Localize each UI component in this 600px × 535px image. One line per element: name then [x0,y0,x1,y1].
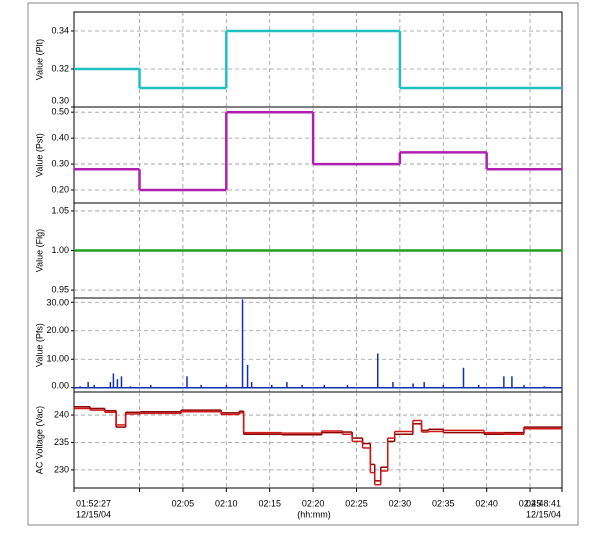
y-tick-label: 0.32 [51,63,69,73]
y-axis-label: Value (Flg) [34,229,44,272]
y-axis-label: Value (Plt) [34,39,44,80]
y-tick-label: 0.30 [51,158,69,168]
x-tick-label: 02:20 [302,498,325,508]
date-label: 12/15/04 [76,509,111,519]
date-label: 12/15/04 [526,509,561,519]
y-tick-label: 0.20 [51,184,69,194]
x-tick-label: 02:35 [432,498,455,508]
x-tick-label: 02:30 [389,498,412,508]
y-axis-label: AC Voltage (Vac) [34,406,44,474]
y-tick-label: 1.00 [51,245,69,255]
x-limit-label: 02:48:41 [526,498,561,508]
x-tick-label: 02:05 [172,498,195,508]
y-tick-label: 0.00 [51,380,69,390]
x-tick-label: 02:10 [215,498,238,508]
x-tick-label: 02:40 [475,498,498,508]
x-limit-label: 01:52:27 [76,498,111,508]
y-tick-label: 235 [54,437,69,447]
y-tick-label: 0.95 [51,284,69,294]
y-axis-label: Value (Pfs) [34,323,44,367]
y-tick-label: 0.34 [51,25,69,35]
y-tick-label: 30.00 [46,297,69,307]
y-axis-label: Value (Pst) [34,133,44,177]
y-tick-label: 0.50 [51,107,69,117]
y-tick-label: 0.30 [51,95,69,105]
x-tick-label: 02:45 [519,498,542,508]
y-tick-label: 240 [54,409,69,419]
y-tick-label: 0.40 [51,133,69,143]
y-tick-label: 230 [54,464,69,474]
x-axis-label: (hh:mm) [297,509,331,519]
x-tick-label: 02:25 [345,498,368,508]
y-tick-label: 10.00 [46,354,69,364]
x-tick-label: 02:15 [258,498,281,508]
y-tick-label: 20.00 [46,325,69,335]
y-tick-label: 1.05 [51,205,69,215]
